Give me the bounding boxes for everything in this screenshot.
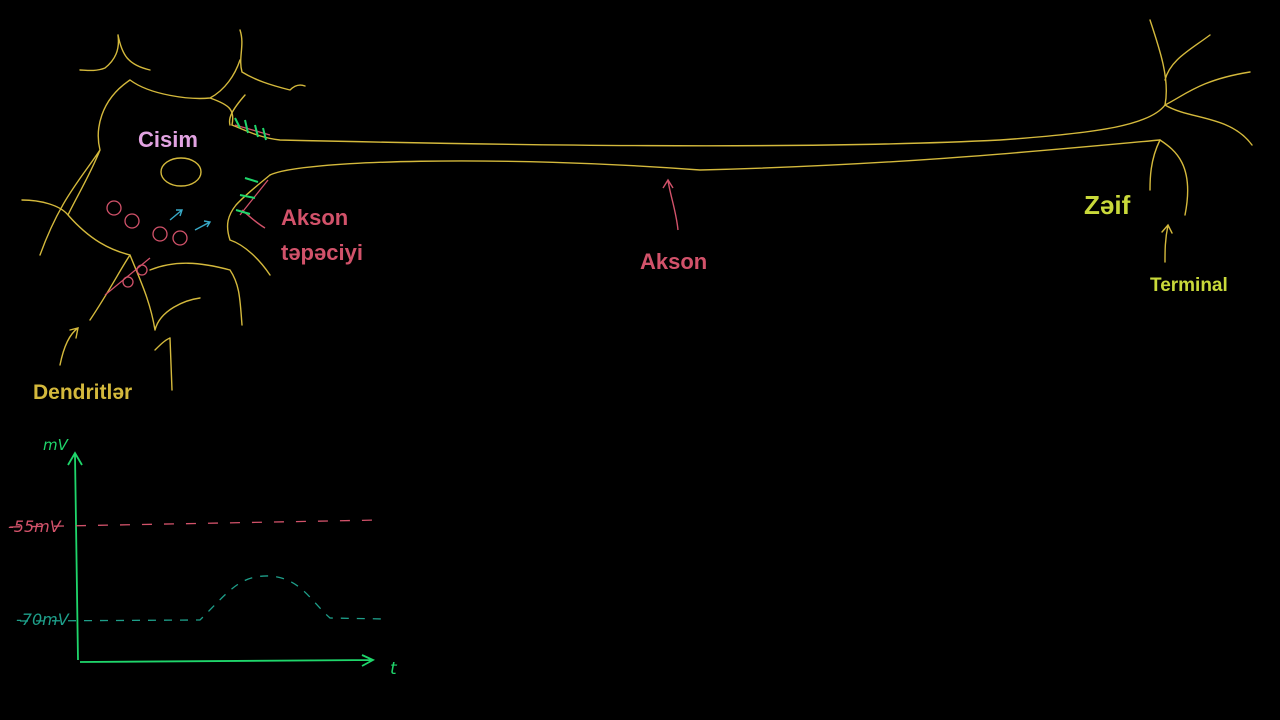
terminal-label: Terminal [1150, 275, 1228, 296]
neuron-drawing [21, 19, 1253, 391]
resting-label: -70mV [16, 610, 70, 629]
hillock-label: Akson [281, 205, 348, 230]
weak-label: Zəif [1084, 190, 1131, 220]
dendrites-label: Dendritlər [33, 381, 132, 404]
graph-drawing [9, 451, 386, 667]
soma-label: Cisim [138, 127, 198, 152]
x-axis-label: t [390, 659, 398, 679]
hillock-label: təpəciyi [281, 240, 363, 265]
axon-label: Akson [640, 249, 707, 274]
threshold-label: -55mV [8, 517, 62, 536]
y-axis-label: mV [43, 436, 70, 454]
